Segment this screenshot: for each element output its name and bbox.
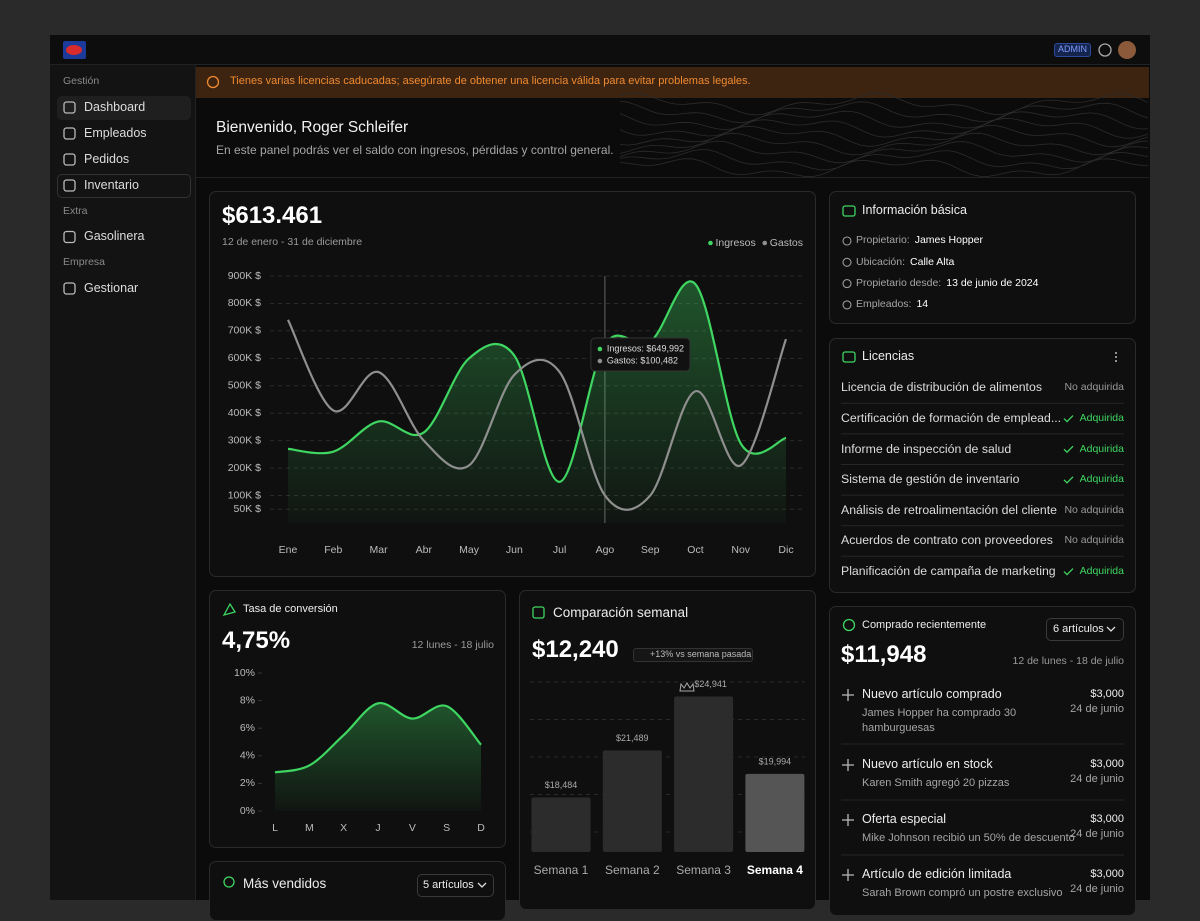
dropdown-label[interactable]: 5 artículos (423, 878, 474, 891)
dropdown[interactable] (417, 874, 494, 897)
item-amount: $3,000 (1090, 868, 1124, 881)
info-label: Empleados: (856, 298, 912, 311)
nav-item[interactable]: Dashboard (84, 99, 146, 114)
info-label: Ubicación: (856, 255, 906, 268)
license-status: Adquirida (1079, 565, 1124, 578)
chart-title: $613.461 (222, 202, 323, 229)
info-value: Calle Alta (910, 255, 955, 268)
nav-item[interactable]: Pedidos (84, 151, 130, 166)
nav-item[interactable]: Gestionar (84, 280, 139, 295)
nav-hover (57, 173, 191, 198)
card-title: Comparación semanal (553, 604, 689, 620)
nav-item[interactable]: Empleados (84, 125, 147, 140)
license-name: Análisis de retroalimentación del client… (841, 502, 1057, 517)
item-title: Nuevo artículo comprado (862, 687, 1002, 702)
recent-total: $11,948 (841, 641, 927, 668)
card (829, 191, 1136, 324)
dropdown[interactable] (1046, 618, 1124, 641)
license-name: Sistema de gestión de inventario (841, 472, 1020, 487)
license-status: No adquirida (1064, 534, 1124, 547)
topbar (50, 35, 1150, 65)
item-title: Artículo de edición limitada (862, 867, 1012, 882)
license-status: Adquirida (1079, 412, 1124, 425)
chart-headline: 4,75% (222, 627, 291, 654)
item-date: 24 de junio (1070, 883, 1124, 896)
info-value: 13 de junio de 2024 (946, 277, 1039, 290)
nav-item[interactable]: Gasolinera (84, 229, 145, 244)
license-name: Informe de inspección de salud (841, 441, 1012, 456)
nav-active (57, 95, 191, 120)
item-subtitle: James Hopper ha comprado 30 hamburguesas (862, 706, 1017, 734)
card-title: Comprado recientemente (862, 619, 987, 632)
item-date: 24 de junio (1070, 828, 1124, 841)
license-name: Acuerdos de contrato con proveedores (841, 533, 1053, 548)
info-label: Propietario: (856, 234, 910, 247)
chart-headline: $12,240 (532, 636, 619, 663)
card (519, 590, 816, 910)
license-name: Licencia de distribución de alimentos (841, 380, 1042, 395)
license-status: No adquirida (1064, 503, 1124, 516)
badge: +13% vs semana pasada (650, 649, 752, 660)
item-subtitle: Sarah Brown compró un postre exclusivo (862, 886, 1063, 899)
item-amount: $3,000 (1090, 758, 1124, 771)
card-title: Información básica (862, 203, 967, 218)
info-value: 14 (916, 298, 929, 311)
card-title: Más vendidos (243, 875, 327, 891)
card (829, 606, 1136, 916)
recent-period: 12 de lunes - 18 de julio (1012, 655, 1125, 668)
sidebar-section: Extra (63, 204, 88, 217)
info-value: James Hopper (914, 234, 983, 247)
item-date: 24 de junio (1070, 773, 1124, 786)
welcome-title: Bienvenido, Roger Schleifer (216, 119, 409, 137)
license-status: No adquirida (1064, 381, 1124, 394)
admin-badge: ADMIN (1058, 44, 1087, 55)
chart-subtitle: 12 lunes - 18 julio (411, 639, 494, 652)
card-title: Tasa de conversión (243, 603, 338, 616)
sidebar (50, 65, 196, 900)
sidebar-section: Empresa (63, 256, 106, 269)
welcome-subtitle: En este panel podrás ver el saldo con in… (216, 142, 614, 157)
nav-item[interactable]: Inventario (84, 177, 139, 192)
item-title: Oferta especial (862, 812, 947, 827)
banner-text: Tienes varias licencias caducadas; asegú… (230, 75, 751, 88)
page: 50K $100K $200K $300K $400K $500K $600K … (50, 35, 1150, 921)
item-subtitle: Karen Smith agregó 20 pizzas (862, 776, 1010, 789)
item-subtitle: Mike Johnson recibió un 50% de descuento (862, 831, 1075, 844)
sidebar-section: Gestión (63, 75, 100, 88)
badge-bg (633, 648, 753, 662)
chart-subtitle: 12 de enero - 31 de diciembre (222, 236, 363, 249)
info-label: Propietario desde: (856, 277, 942, 290)
item-date: 24 de junio (1070, 703, 1124, 716)
card-title: Licencias (862, 349, 915, 364)
license-name: Certificación de formación de emplead... (841, 410, 1062, 425)
dropdown-label[interactable]: 6 artículos (1053, 622, 1104, 635)
item-amount: $3,000 (1090, 813, 1124, 826)
license-status: Adquirida (1079, 473, 1124, 486)
license-status: Adquirida (1079, 442, 1124, 455)
item-title: Nuevo artículo en stock (862, 757, 993, 772)
item-amount: $3,000 (1090, 688, 1124, 701)
license-name: Planificación de campaña de marketing (841, 563, 1056, 578)
admin-badge-bg (1054, 43, 1091, 57)
card (829, 338, 1136, 593)
